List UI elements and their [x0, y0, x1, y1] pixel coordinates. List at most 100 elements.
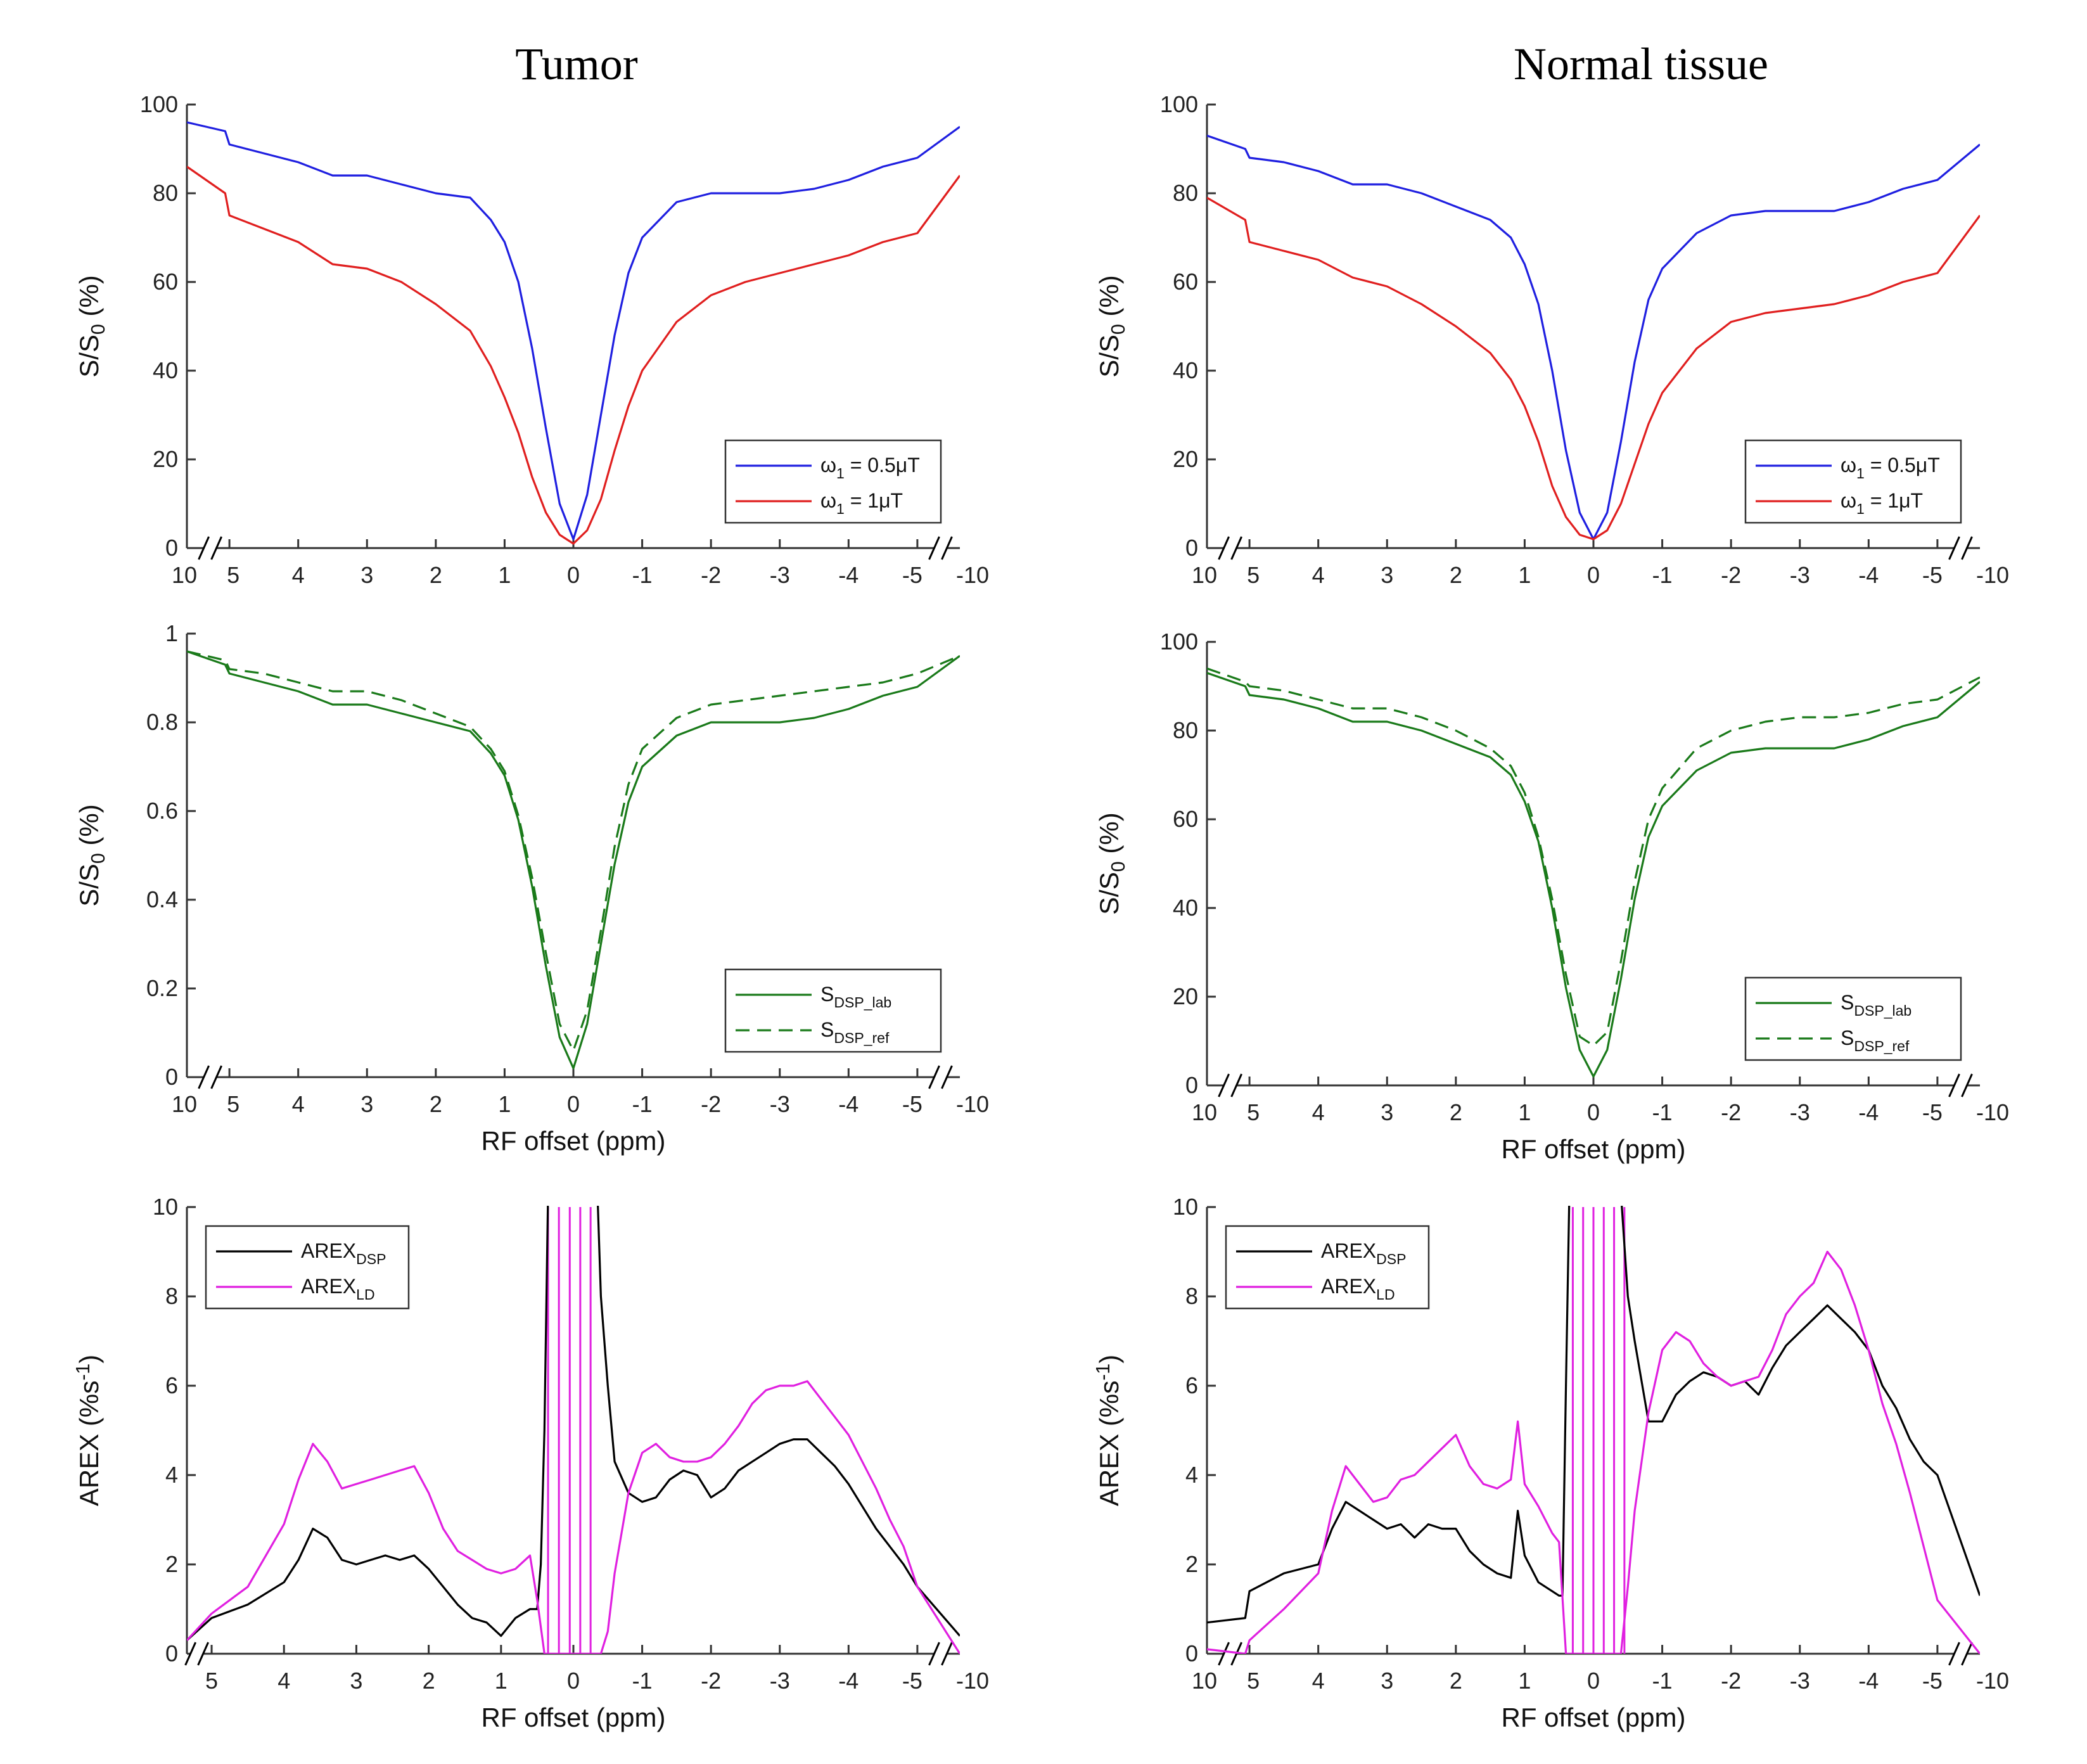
x-tick-label: -10 [956, 562, 989, 588]
x-tick-label: -4 [838, 1091, 858, 1117]
x-tick-label: -5 [902, 1668, 922, 1694]
x-tick-label: 0 [1587, 1668, 1600, 1694]
x-tick-label: -2 [1721, 1099, 1741, 1125]
y-axis-label: S/S0 (%) [1094, 275, 1129, 378]
x-tick-label: -5 [1922, 1099, 1943, 1125]
series-line-s-dsp-ref [1207, 667, 1980, 1047]
x-tick-label: 1 [495, 1668, 507, 1694]
y-tick-label: 60 [1173, 806, 1198, 832]
axis-break-mark [941, 1642, 953, 1666]
series-line--1-0-5-t [1207, 134, 1980, 540]
x-tick-label: -1 [1652, 562, 1673, 588]
x-tick-label: -3 [770, 1668, 790, 1694]
x-tick-label: 3 [1381, 1099, 1393, 1125]
x-tick-label: 5 [227, 562, 239, 588]
x-tick-label: 5 [227, 1091, 239, 1117]
x-tick-label: -4 [1858, 1099, 1879, 1125]
x-tick-label: -2 [1721, 562, 1741, 588]
x-tick-label: 2 [1450, 562, 1462, 588]
legend-label: AREXLD [301, 1275, 375, 1303]
y-tick-label: 100 [1160, 629, 1198, 655]
legend-label: ω1 = 1μT [820, 489, 903, 517]
y-tick-label: 20 [1173, 446, 1198, 472]
y-tick-label: 6 [1185, 1372, 1198, 1398]
plot-area [1207, 1206, 1980, 1654]
x-tick-label: -1 [632, 1091, 653, 1117]
series-line-s-dsp-lab [1207, 672, 1980, 1078]
y-axis-label: AREX (%s-1) [1093, 1355, 1124, 1506]
plot-area [187, 1206, 960, 1654]
y-tick-label: 40 [1173, 895, 1198, 921]
axis-break-mark [1961, 1073, 1973, 1097]
plot-area [1207, 667, 1980, 1078]
axis-break-gap [203, 1064, 217, 1090]
legend-box [724, 968, 942, 1053]
x-tick-label: -5 [1922, 562, 1943, 588]
x-tick-label: 4 [1312, 1099, 1325, 1125]
x-tick-label: 1 [498, 1091, 511, 1117]
series-line-s-dsp-lab [187, 650, 960, 1070]
x-tick-label: 0 [567, 1668, 580, 1694]
y-tick-label: 20 [1173, 983, 1198, 1009]
axis-break-mark [1948, 1642, 1960, 1666]
y-tick-label: 20 [153, 446, 178, 472]
x-tick-label: -5 [902, 1091, 922, 1117]
legend-label: SDSP_ref [1841, 1026, 1910, 1054]
axis-break-mark [1948, 1073, 1960, 1097]
axis-break-mark [941, 1065, 953, 1089]
plot-area [1207, 134, 1980, 540]
legend-label: SDSP_lab [1841, 991, 1911, 1019]
x-tick-label: 0 [1587, 1099, 1600, 1125]
axis-break-mark [210, 1065, 222, 1089]
axis-break-gap [934, 535, 947, 561]
x-tick-label: 0 [1587, 562, 1600, 588]
plot-area [187, 650, 960, 1070]
x-tick-label: -2 [1721, 1668, 1741, 1694]
y-tick-label: 0.4 [146, 886, 178, 912]
x-tick-label: 4 [1312, 1668, 1325, 1694]
axis-break-mark [1218, 1073, 1230, 1097]
series-line--1-1-t [1207, 196, 1980, 540]
axis-break-gap [190, 1641, 203, 1666]
y-axis-label: S/S0 (%) [1094, 812, 1129, 915]
x-tick-label: 10 [172, 562, 197, 588]
column-title-tumor: Tumor [515, 39, 637, 89]
column-title-normal: Normal tissue [1514, 39, 1768, 89]
x-tick-label: 1 [498, 562, 511, 588]
axis-break-mark [197, 1642, 209, 1666]
legend-label: SDSP_ref [820, 1018, 890, 1046]
x-tick-label: -1 [1652, 1668, 1673, 1694]
legend: ω1 = 0.5μT ω1 = 1μT [724, 439, 942, 524]
x-tick-label: -3 [1790, 1099, 1810, 1125]
y-tick-label: 0 [165, 1640, 178, 1666]
x-tick-label: 2 [1450, 1668, 1462, 1694]
x-tick-label: 10 [1192, 1099, 1217, 1125]
axis-break-mark [928, 1642, 940, 1666]
x-tick-label: -2 [701, 562, 721, 588]
x-tick-label: 0 [567, 1091, 580, 1117]
x-tick-label: 5 [1247, 1099, 1260, 1125]
axis-break-mark [1218, 536, 1230, 560]
x-tick-label: 4 [278, 1668, 290, 1694]
x-tick-label: -3 [770, 562, 790, 588]
x-tick-label: 10 [1192, 1668, 1217, 1694]
legend-box [1225, 1225, 1430, 1310]
x-tick-label: 3 [350, 1668, 362, 1694]
axis-break-gap [934, 1641, 947, 1666]
x-tick-label: 2 [430, 1091, 442, 1117]
x-tick-label: -4 [838, 1668, 858, 1694]
series-line-arex-dsp [1207, 1206, 1980, 1624]
x-axis-label: RF offset (ppm) [1502, 1134, 1686, 1164]
axis-break-mark [1948, 536, 1960, 560]
legend-box [205, 1225, 410, 1310]
y-axis-label: S/S0 (%) [74, 804, 109, 907]
y-axis-label: AREX (%s-1) [73, 1355, 104, 1506]
legend: ω1 = 0.5μT ω1 = 1μT [1744, 439, 1962, 524]
legend: SDSP_lab SDSP_ref [1744, 976, 1962, 1061]
x-tick-label: -2 [701, 1091, 721, 1117]
x-tick-label: 2 [430, 562, 442, 588]
x-tick-label: 3 [1381, 1668, 1393, 1694]
